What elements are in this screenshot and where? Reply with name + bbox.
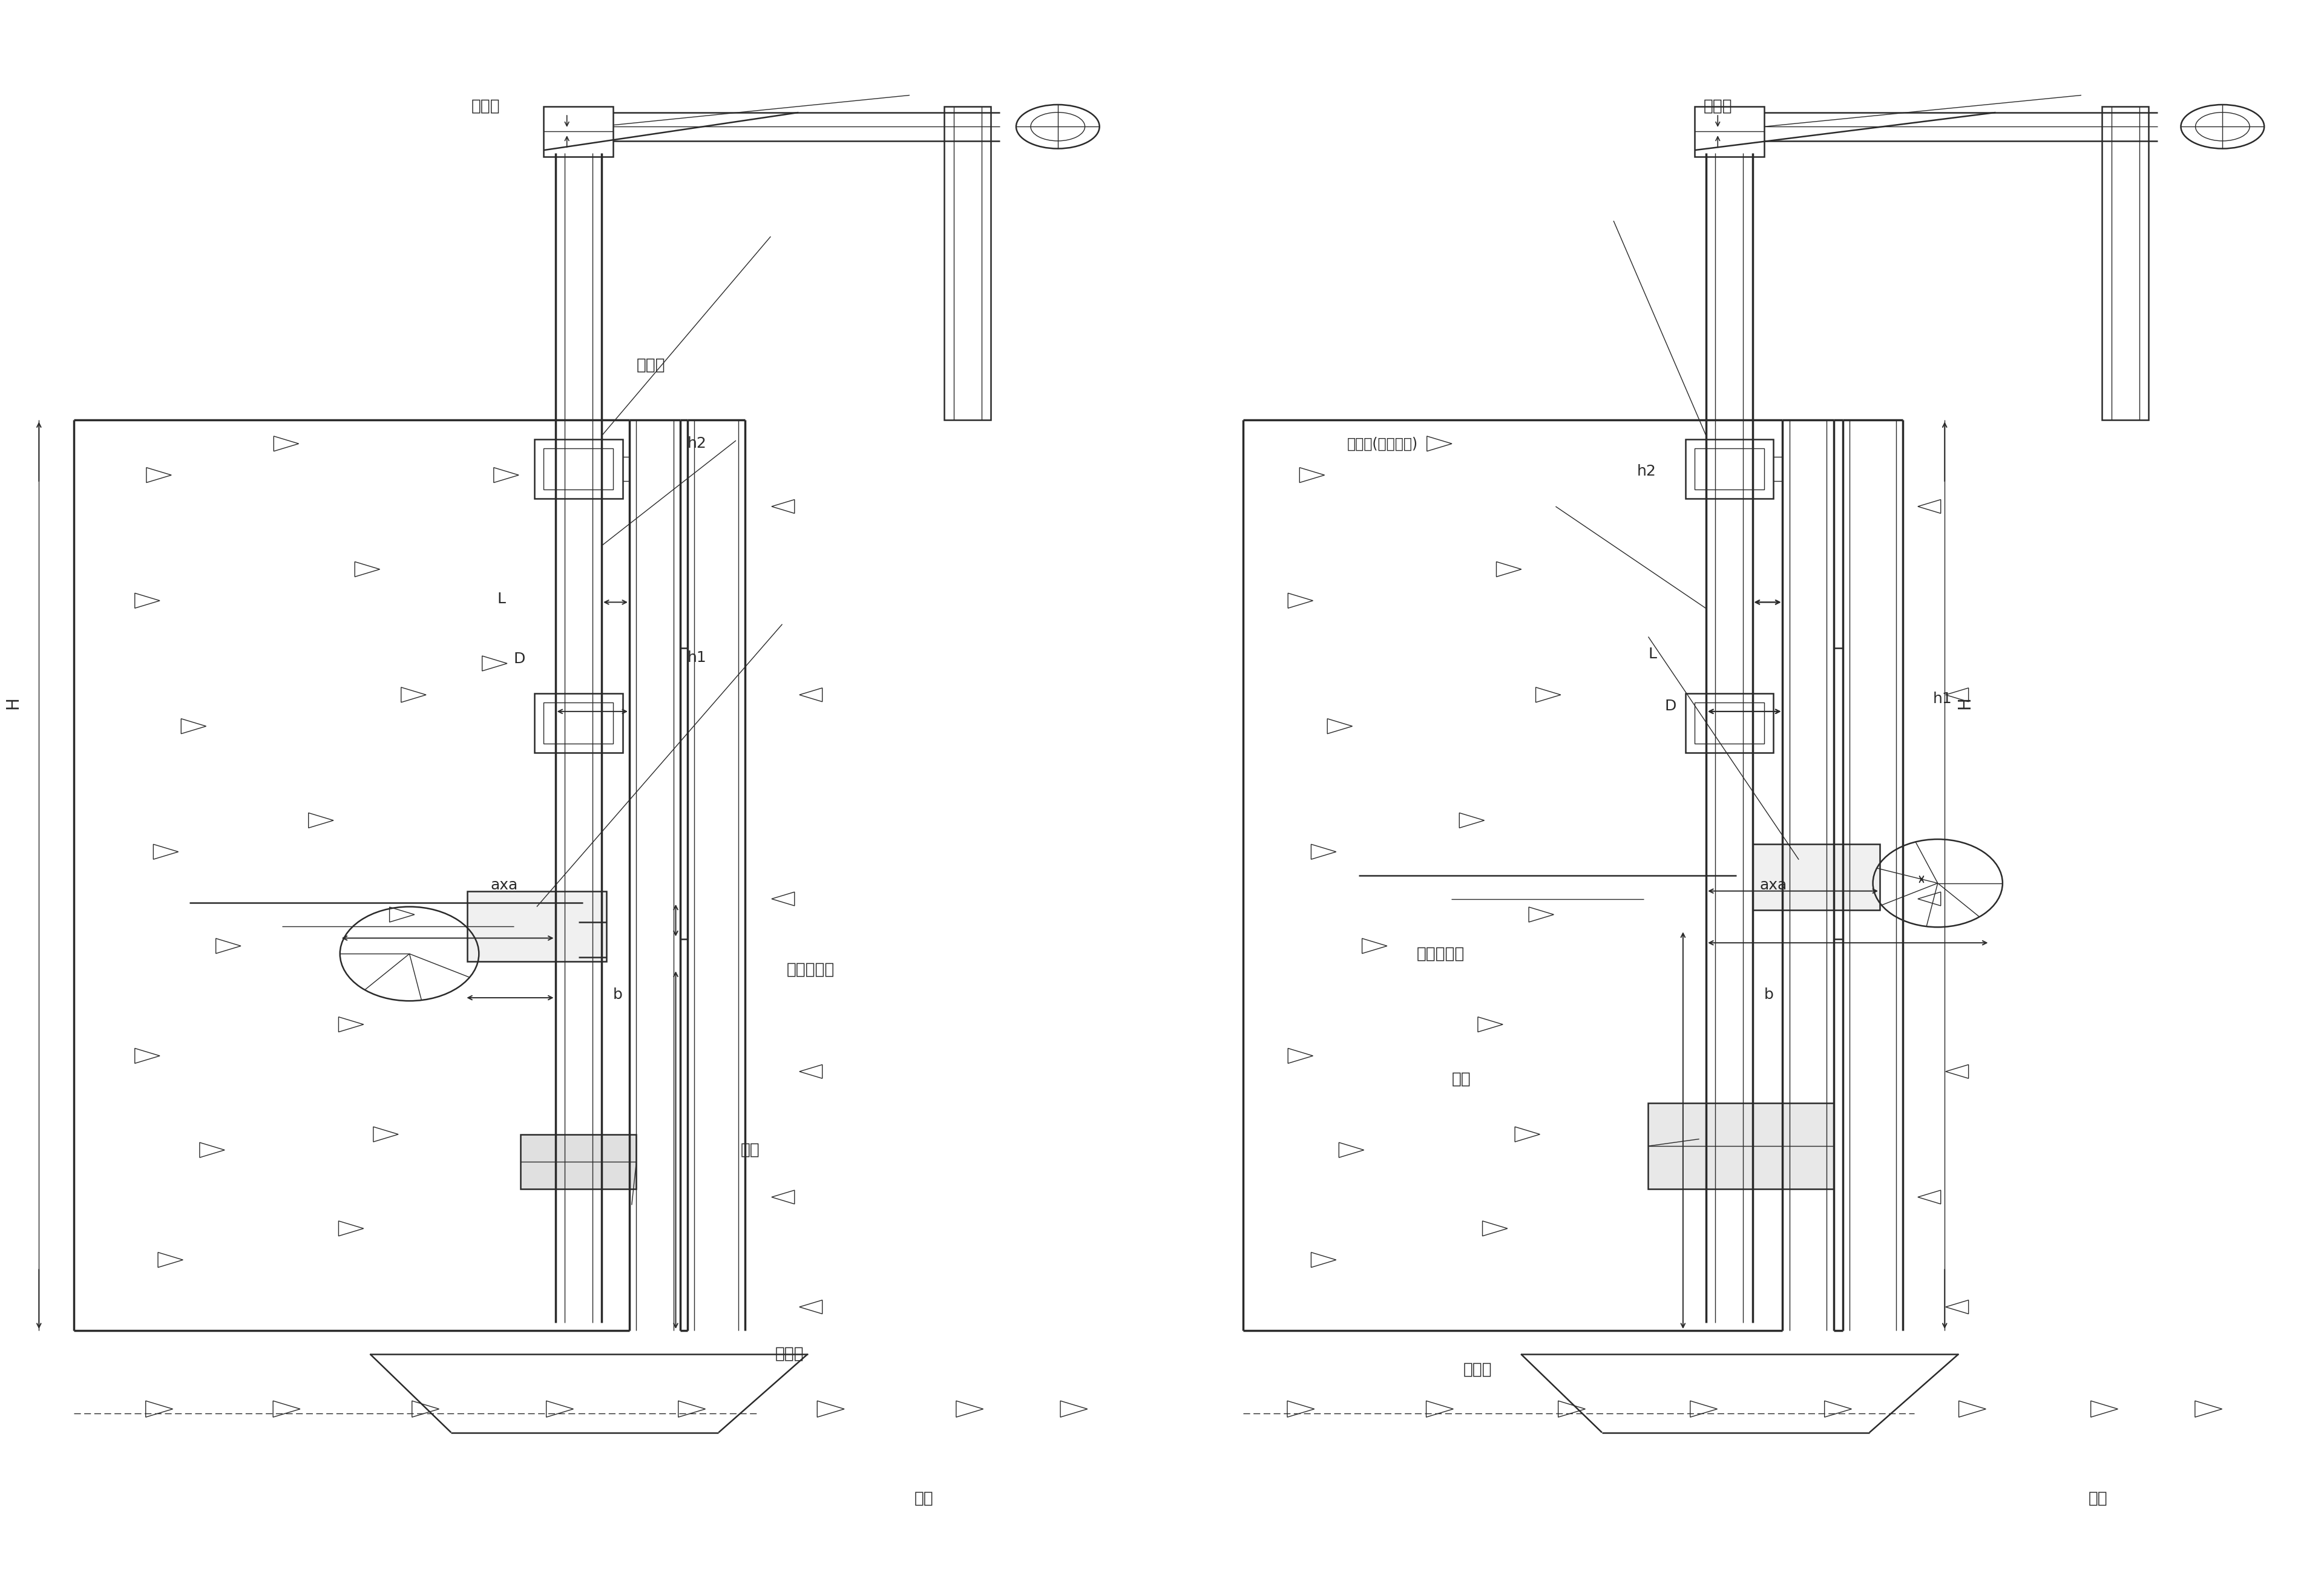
Text: 支撑架: 支撑架 [1464,1362,1492,1378]
Text: D: D [1664,699,1676,713]
Bar [544,448,614,489]
Bar [1694,106,1764,156]
Text: 吊梁: 吊梁 [913,1491,934,1507]
Text: H: H [1957,696,1973,709]
Bar [1694,448,1764,489]
Text: b: b [614,988,623,1002]
Bar [1694,702,1764,743]
Text: D: D [514,652,525,666]
Text: h1: h1 [1934,691,1952,705]
Text: 潜水搅拌机: 潜水搅拌机 [1418,945,1464,961]
Bar [467,892,607,961]
Text: 导杆: 导杆 [741,1142,760,1158]
Bar [521,1135,637,1190]
Text: 下托架: 下托架 [1703,98,1731,114]
Text: h2: h2 [1636,464,1657,478]
Bar [1685,693,1773,753]
Text: h2: h2 [688,437,706,451]
Text: axa: axa [1759,877,1787,893]
Text: H: H [5,696,21,709]
Text: 限位架(含减震垫): 限位架(含减震垫) [1348,437,1418,451]
Text: L: L [497,592,507,606]
Bar [2103,106,2147,420]
Bar [1685,439,1773,499]
Bar [544,106,614,156]
Text: 限位夹: 限位夹 [637,357,665,372]
Bar [544,702,614,743]
Bar [535,693,623,753]
Text: 吊梁: 吊梁 [2089,1491,2108,1507]
Bar [1752,844,1880,911]
Text: h1: h1 [688,650,706,664]
Bar [944,106,990,420]
Bar [535,439,623,499]
Text: b: b [1764,988,1773,1002]
Text: L: L [1648,647,1657,661]
Text: 支撑架: 支撑架 [776,1346,804,1362]
Text: 下托架: 下托架 [472,98,500,114]
Text: axa: axa [490,877,518,893]
Text: 潜水搅拌机: 潜水搅拌机 [788,961,834,977]
Text: 导杆: 导杆 [1452,1071,1471,1087]
Bar [1648,1103,1834,1190]
